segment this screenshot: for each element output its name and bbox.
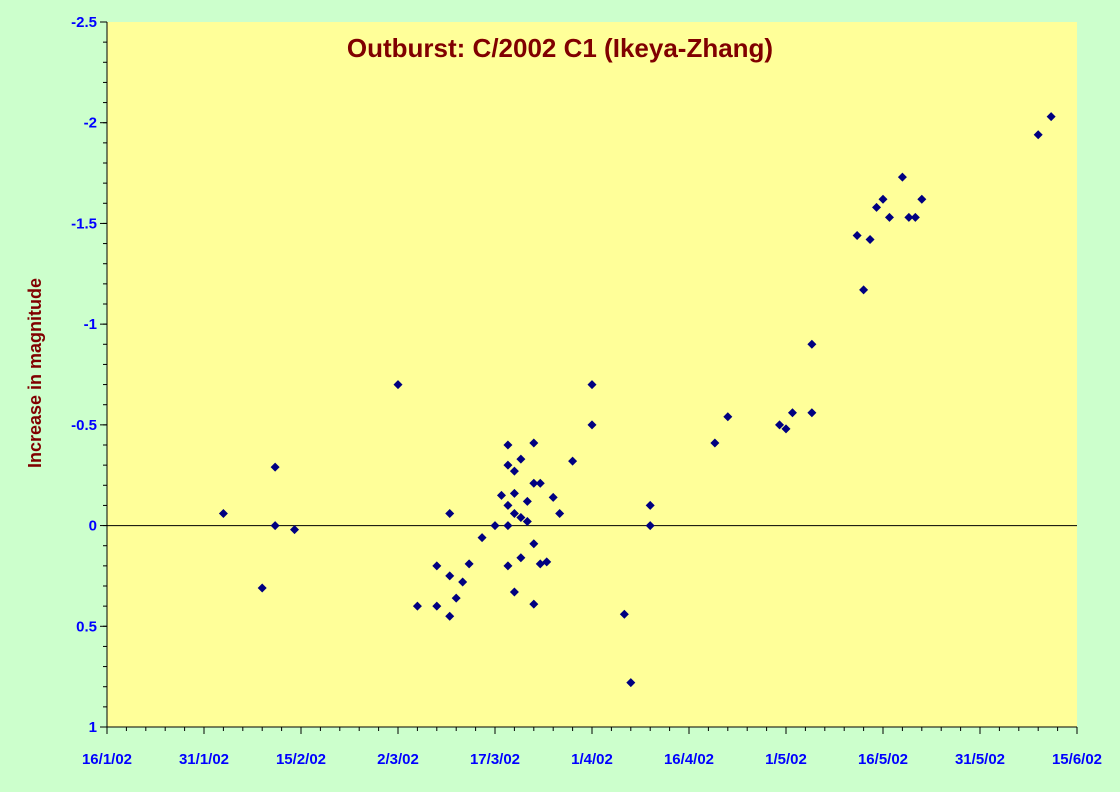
data-point-marker (496, 490, 506, 500)
data-point-marker (270, 521, 280, 531)
data-point-marker (852, 231, 862, 241)
x-tick-label: 1/5/02 (765, 751, 807, 768)
data-point-marker (503, 521, 513, 531)
data-point-marker (509, 508, 519, 518)
data-point-marker (458, 577, 468, 587)
data-point-marker (529, 599, 539, 609)
data-point-marker (807, 408, 817, 418)
data-point-marker (516, 513, 526, 523)
x-tick-label: 2/3/02 (377, 751, 419, 768)
data-point-marker (587, 420, 597, 430)
data-point-marker (529, 478, 539, 488)
x-tick-label: 1/4/02 (571, 751, 613, 768)
data-point-marker (619, 609, 629, 619)
data-point-marker (542, 557, 552, 567)
x-tick-label: 17/3/02 (470, 751, 520, 768)
x-axis-ticks (106, 727, 1078, 734)
x-tick-label: 31/5/02 (955, 751, 1005, 768)
data-point-marker (645, 500, 655, 510)
data-point-marker (878, 194, 888, 204)
data-point-marker (859, 285, 869, 295)
y-tick-label: -1.5 (71, 215, 97, 232)
data-point-marker (477, 533, 487, 543)
data-point-marker (509, 488, 519, 498)
chart-title: Outburst: C/2002 C1 (Ikeya-Zhang) (347, 33, 773, 63)
y-axis-ticks (100, 21, 107, 728)
data-point-marker (490, 521, 500, 531)
data-point-marker (626, 678, 636, 688)
data-point-marker (509, 587, 519, 597)
data-point-marker (1033, 130, 1043, 140)
data-point-marker (432, 601, 442, 611)
data-point-marker (218, 508, 228, 518)
data-point-marker (522, 517, 532, 527)
data-point-marker (904, 212, 914, 222)
data-point-marker (503, 500, 513, 510)
data-point-marker (432, 561, 442, 571)
y-tick-label: 1 (89, 719, 97, 736)
data-point-marker (522, 496, 532, 506)
x-tick-label: 15/6/02 (1052, 751, 1102, 768)
data-point-marker (645, 521, 655, 531)
data-point-marker (451, 593, 461, 603)
data-point-marker (445, 571, 455, 581)
y-axis-tick-labels: -2.5 -2 -1.5 -1 -0.5 0 0.5 1 (71, 14, 97, 736)
data-point-marker (865, 235, 875, 245)
data-point-marker (464, 559, 474, 569)
x-tick-label: 16/1/02 (82, 751, 132, 768)
x-tick-label: 15/2/02 (276, 751, 326, 768)
data-point-marker (516, 454, 526, 464)
data-point-marker (529, 539, 539, 549)
data-point-marker (548, 492, 558, 502)
data-point-marker (568, 456, 578, 466)
data-point-marker (535, 478, 545, 488)
data-point-marker (516, 553, 526, 563)
y-tick-label: -2.5 (71, 14, 97, 31)
data-point-marker (917, 194, 927, 204)
data-point-marker (445, 611, 455, 621)
data-point-marker (290, 525, 300, 535)
x-tick-label: 16/5/02 (858, 751, 908, 768)
data-point-marker (775, 420, 785, 430)
data-point-marker (503, 460, 513, 470)
y-tick-label: 0 (89, 518, 97, 535)
data-point-marker (897, 172, 907, 182)
plot-area (107, 22, 1077, 727)
data-point-marker (529, 438, 539, 448)
data-point-marker (555, 508, 565, 518)
data-point-marker (509, 466, 519, 476)
data-point-marker (412, 601, 422, 611)
data-point-marker (587, 380, 597, 390)
y-tick-label: -2 (84, 115, 97, 132)
data-point-marker (807, 339, 817, 349)
y-tick-label: -1 (84, 316, 97, 333)
y-tick-label: 0.5 (76, 618, 97, 635)
data-point-marker (503, 440, 513, 450)
data-point-marker (872, 202, 882, 212)
x-axis-tick-labels: 16/1/02 31/1/02 15/2/02 2/3/02 17/3/02 1/4/02… (82, 751, 1102, 768)
data-point-marker (1046, 112, 1056, 122)
data-point-marker (393, 380, 403, 390)
y-tick-label: -0.5 (71, 417, 97, 434)
data-point-marker (503, 561, 513, 571)
data-point-marker (884, 212, 894, 222)
data-point-marker (910, 212, 920, 222)
data-point-marker (257, 583, 267, 593)
data-point-marker (787, 408, 797, 418)
data-point-marker (781, 424, 791, 434)
data-point-marker (710, 438, 720, 448)
data-point-marker (270, 462, 280, 472)
x-tick-label: 31/1/02 (179, 751, 229, 768)
data-point-marker (723, 412, 733, 422)
y-axis-title: Increase in magnitude (25, 278, 45, 468)
x-tick-label: 16/4/02 (664, 751, 714, 768)
data-points (218, 112, 1056, 688)
data-point-marker (445, 508, 455, 518)
